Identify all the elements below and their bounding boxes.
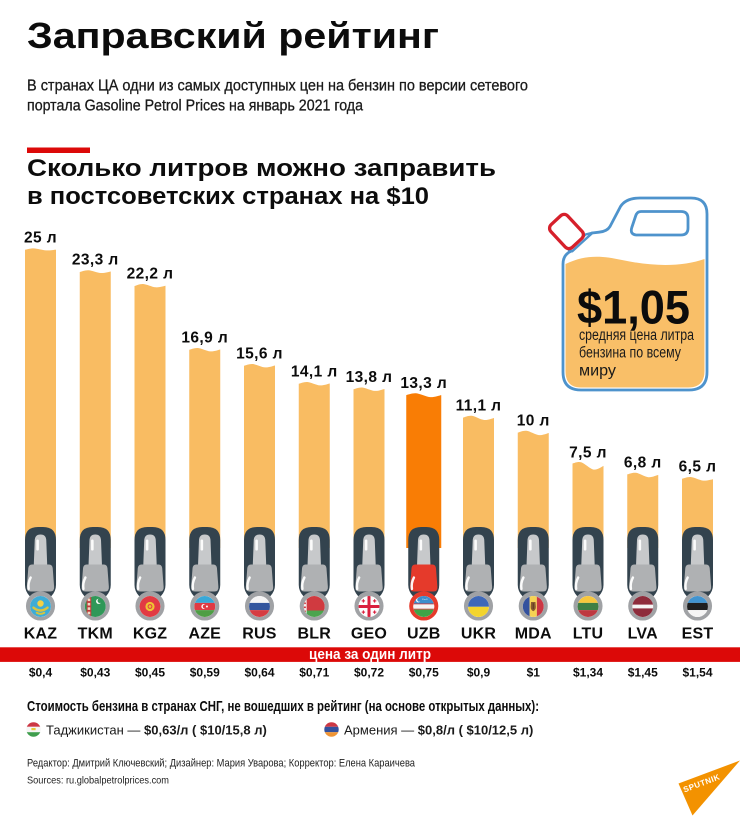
- svg-text:TKM: TKM: [78, 626, 113, 643]
- svg-text:6,5 л: 6,5 л: [679, 458, 717, 475]
- svg-text:LTU: LTU: [573, 626, 604, 643]
- svg-text:23,3 л: 23,3 л: [72, 251, 119, 268]
- svg-text:6,8 л: 6,8 л: [624, 454, 662, 471]
- svg-text:$1,34: $1,34: [573, 666, 603, 680]
- svg-text:UZB: UZB: [407, 626, 440, 643]
- svg-text:миру: миру: [579, 363, 616, 380]
- svg-text:бензина по всему: бензина по всему: [579, 345, 681, 362]
- svg-text:Sources: ru.globalpetrolprices: Sources: ru.globalpetrolprices.com: [27, 774, 169, 786]
- svg-text:7,5 л: 7,5 л: [569, 444, 607, 461]
- svg-text:RUS: RUS: [242, 626, 277, 643]
- svg-text:11,1 л: 11,1 л: [456, 397, 502, 414]
- svg-text:В странах ЦА одни из самых дос: В странах ЦА одни из самых доступных цен…: [27, 77, 528, 94]
- svg-text:$0,64: $0,64: [244, 666, 274, 680]
- svg-text:Заправский рейтинг: Заправский рейтинг: [27, 16, 439, 56]
- svg-text:$0,4: $0,4: [29, 666, 53, 680]
- svg-text:портала Gasoline Petrol Prices: портала Gasoline Petrol Prices на январь…: [27, 98, 363, 115]
- svg-text:в постсоветских странах на $10: в постсоветских странах на $10: [27, 183, 429, 210]
- svg-text:16,9 л: 16,9 л: [181, 329, 228, 346]
- svg-text:LVA: LVA: [628, 626, 658, 643]
- svg-text:Редактор: Дмитрий Ключевский;: Редактор: Дмитрий Ключевский; Дизайнер: …: [27, 757, 416, 769]
- svg-text:$1,45: $1,45: [628, 666, 658, 680]
- svg-text:цена за один литр: цена за один литр: [309, 646, 431, 663]
- svg-text:$0,9: $0,9: [467, 666, 491, 680]
- svg-text:25 л: 25 л: [24, 229, 57, 246]
- svg-text:15,6 л: 15,6 л: [236, 345, 283, 362]
- svg-text:10 л: 10 л: [517, 412, 550, 429]
- svg-text:Армения — $0,8/л ( $10/12,5 л): Армения — $0,8/л ( $10/12,5 л): [344, 723, 533, 738]
- svg-text:14,1 л: 14,1 л: [291, 363, 338, 380]
- svg-text:$1,05: $1,05: [577, 281, 690, 334]
- svg-text:$0,75: $0,75: [409, 666, 439, 680]
- svg-text:Таджикистан — $0,63/л ( $10/15: Таджикистан — $0,63/л ( $10/15,8 л): [46, 723, 267, 738]
- svg-text:MDA: MDA: [515, 626, 552, 643]
- svg-text:KGZ: KGZ: [133, 626, 167, 643]
- svg-text:$0,59: $0,59: [190, 666, 220, 680]
- svg-text:UKR: UKR: [461, 626, 497, 643]
- svg-text:BLR: BLR: [298, 626, 332, 643]
- svg-text:EST: EST: [682, 626, 714, 643]
- svg-text:$1,54: $1,54: [682, 666, 712, 680]
- svg-text:13,3 л: 13,3 л: [400, 375, 447, 392]
- svg-text:AZE: AZE: [188, 626, 221, 643]
- svg-text:$0,43: $0,43: [80, 666, 110, 680]
- svg-text:Сколько литров можно заправить: Сколько литров можно заправить: [27, 155, 496, 182]
- svg-text:$0,72: $0,72: [354, 666, 384, 680]
- svg-text:Стоимость бензина в странах СН: Стоимость бензина в странах СНГ, не воше…: [27, 698, 539, 715]
- svg-text:$0,71: $0,71: [299, 666, 329, 680]
- svg-text:$1: $1: [527, 666, 541, 680]
- svg-text:средняя цена литра: средняя цена литра: [579, 327, 694, 344]
- svg-text:$0,45: $0,45: [135, 666, 165, 680]
- svg-text:22,2 л: 22,2 л: [127, 265, 174, 282]
- svg-text:KAZ: KAZ: [24, 626, 58, 643]
- svg-text:13,8 л: 13,8 л: [346, 369, 393, 386]
- svg-text:GEO: GEO: [351, 626, 387, 643]
